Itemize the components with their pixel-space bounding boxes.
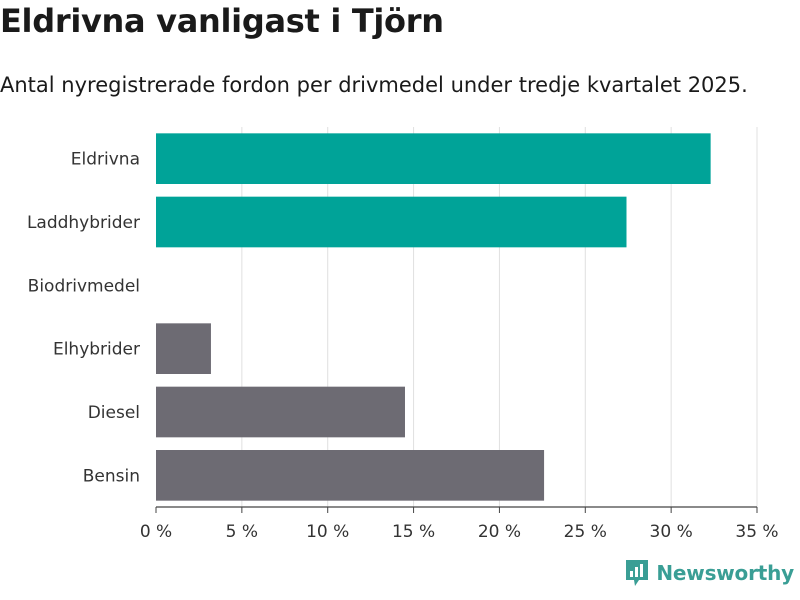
grid-lines (241, 127, 758, 507)
category-label: Diesel (88, 403, 140, 423)
x-tick-label: 10 % (306, 522, 349, 542)
x-tick-label: 5 % (226, 522, 258, 542)
x-tick-label: 0 % (140, 522, 172, 542)
bar-bensin (156, 450, 545, 501)
newsworthy-logo-icon (626, 560, 649, 586)
x-axis: 0 % 5 % 10 % 15 % 20 % 25 % 30 % 35 % (140, 506, 779, 542)
bars (156, 133, 711, 501)
brand-logo: Newsworthy (624, 558, 794, 588)
brand-name: Newsworthy (656, 561, 794, 585)
category-label: Laddhybrider (27, 213, 140, 233)
bar-eldrivna (156, 133, 711, 184)
category-label: Eldrivna (71, 150, 140, 170)
x-tick-label: 30 % (650, 522, 693, 542)
x-tick-label: 35 % (735, 522, 778, 542)
chart-subtitle: Antal nyregistrerade fordon per drivmede… (0, 73, 748, 97)
bar-laddhybrider (156, 196, 627, 248)
x-tick-label: 25 % (564, 522, 607, 542)
x-tick-label: 20 % (478, 522, 521, 542)
x-tick-label: 15 % (392, 522, 435, 542)
category-label: Biodrivmedel (28, 276, 140, 296)
category-label: Elhybrider (53, 340, 140, 360)
category-labels: Eldrivna Laddhybrider Biodrivmedel Elhybrid… (27, 150, 140, 487)
category-label: Bensin (83, 466, 140, 486)
chart-title: Eldrivna vanligast i Tjörn (0, 2, 444, 40)
bar-diesel (156, 386, 405, 438)
bar-elhybrider (156, 323, 211, 374)
